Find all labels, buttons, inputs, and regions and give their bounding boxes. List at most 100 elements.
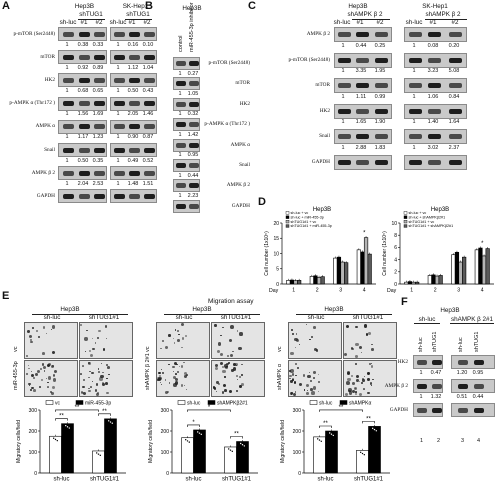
band-quantification: 1.64 xyxy=(448,119,460,125)
lane-label: #2 xyxy=(376,19,384,26)
migrated-cell xyxy=(28,382,31,386)
migrated-cell xyxy=(33,389,36,393)
migrated-cell xyxy=(41,378,44,381)
protein-band xyxy=(408,108,422,114)
protein-band xyxy=(176,122,186,128)
protein-band xyxy=(113,147,125,153)
lane-number: 3 xyxy=(461,438,465,444)
data-point xyxy=(54,438,57,441)
migration-micrograph xyxy=(79,322,133,359)
band-quantification: 0.47 xyxy=(430,369,442,376)
migrated-cell xyxy=(180,365,183,368)
band-quantification: 1.95 xyxy=(374,68,386,74)
lane-label: #1 xyxy=(80,19,88,26)
band-quantification: 2.53 xyxy=(92,180,104,187)
band-quantification: 0.65 xyxy=(92,87,104,94)
group-treatment-label: shAMPK β 2 xyxy=(347,11,383,18)
blot-image xyxy=(110,189,157,204)
band-quantification: 1.06 xyxy=(427,93,439,100)
y-tick-label: 4 xyxy=(394,257,397,263)
band-quantification: 0.50 xyxy=(127,87,139,94)
migrated-cell xyxy=(82,378,86,382)
band-quantification: 1.48 xyxy=(127,180,139,187)
band-quantification: 1 xyxy=(178,152,182,159)
bar xyxy=(316,276,322,285)
migrated-cell xyxy=(96,336,100,340)
x-tick-label: 4 xyxy=(481,288,484,294)
x-tick-label: sh-luc xyxy=(53,477,69,483)
y-axis-label: Cell number (1x10⁵) xyxy=(264,231,270,276)
protein-band xyxy=(374,108,388,114)
protein-band xyxy=(176,61,186,66)
significance-bracket xyxy=(187,424,200,427)
protein-band xyxy=(448,32,462,37)
migrated-cell xyxy=(309,338,311,341)
migrated-cell xyxy=(160,369,162,371)
band-quantification: 1 xyxy=(412,144,416,151)
migrated-cell xyxy=(171,365,175,369)
migrated-cell xyxy=(106,378,108,380)
y-tick-label: 300 xyxy=(161,408,170,414)
significance-marker: * xyxy=(481,241,484,247)
band-quantification: 0.44 xyxy=(187,172,199,179)
protein-band xyxy=(408,83,422,88)
migrated-cell xyxy=(232,350,234,352)
significance-marker: * xyxy=(208,405,211,411)
band-quantification: 1 xyxy=(116,87,120,94)
migrated-cell xyxy=(51,385,55,389)
protein-band xyxy=(143,31,155,37)
band-quantification: 0.25 xyxy=(374,42,386,49)
migrated-cell xyxy=(362,379,365,382)
migrated-cell xyxy=(217,341,222,346)
migrated-cell xyxy=(355,374,359,378)
migrated-cell xyxy=(81,391,85,395)
migrated-cell xyxy=(95,392,99,396)
migrated-cell xyxy=(366,391,370,395)
blot-image xyxy=(173,97,200,111)
x-tick-label: sh-luc xyxy=(317,477,333,483)
bar xyxy=(415,281,420,285)
blot-row-label: AMPK α xyxy=(230,141,250,148)
y-axis-label: Migratory cells/field xyxy=(16,420,22,463)
migrated-cell xyxy=(221,326,224,329)
migrated-cell xyxy=(358,346,362,350)
protein-band xyxy=(93,77,105,83)
bar xyxy=(360,251,365,285)
data-point xyxy=(320,440,322,442)
migrated-cell xyxy=(355,325,358,328)
migrated-cell xyxy=(102,348,106,351)
migrated-cell xyxy=(306,390,308,392)
band-quantification: 0.84 xyxy=(448,93,460,100)
migrated-cell xyxy=(371,343,373,346)
data-point xyxy=(240,442,242,445)
data-point xyxy=(317,438,319,440)
cell-line-label: Hep3B xyxy=(192,306,212,313)
protein-band xyxy=(427,108,441,114)
migrated-cell xyxy=(26,373,29,376)
migration-micrograph xyxy=(211,360,265,397)
blot-image xyxy=(404,27,467,42)
migrated-cell xyxy=(220,334,222,336)
y-axis-label: Migratory cells/field xyxy=(148,420,154,463)
lane-label: sh-luc xyxy=(458,337,464,352)
legend-label: sh-luc + vc xyxy=(291,211,309,215)
group-underline xyxy=(78,18,105,20)
data-point xyxy=(360,451,362,454)
group-underline xyxy=(164,313,260,315)
data-point xyxy=(363,454,365,456)
data-point xyxy=(373,428,376,431)
band-quantification: 1 xyxy=(116,134,120,141)
protein-band xyxy=(408,134,422,139)
legend-swatch xyxy=(45,400,54,405)
legend-label: shTUG1#1 + vc xyxy=(409,220,435,224)
data-point xyxy=(97,453,100,455)
group-underline xyxy=(352,18,390,20)
x-tick-label: sh-luc xyxy=(185,477,201,483)
protein-band xyxy=(448,134,462,139)
band-quantification: 1 xyxy=(65,111,69,118)
protein-band xyxy=(143,101,155,107)
significance-marker: ** xyxy=(323,421,328,427)
migrated-cell xyxy=(164,390,169,395)
data-point xyxy=(66,426,69,428)
bar xyxy=(333,257,338,285)
